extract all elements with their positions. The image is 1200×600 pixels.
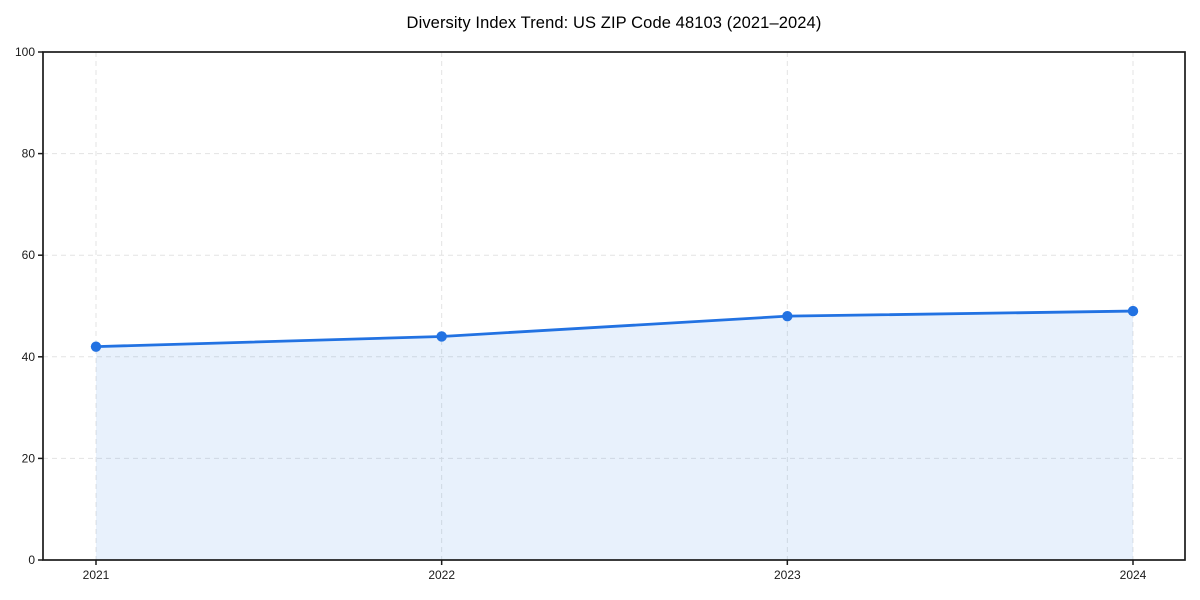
x-tick-label: 2021 (83, 568, 110, 582)
y-tick-label: 0 (28, 553, 35, 567)
y-tick-label: 20 (22, 451, 36, 465)
x-tick-label: 2022 (428, 568, 455, 582)
area-fill (96, 311, 1133, 560)
y-tick-label: 80 (22, 147, 36, 161)
data-point-2022 (436, 331, 447, 342)
y-tick-label: 40 (22, 350, 36, 364)
y-tick-label: 60 (22, 248, 36, 262)
trend-line (94, 309, 1135, 349)
y-tick-label: 100 (15, 45, 35, 59)
data-point-2023 (782, 310, 793, 322)
data-point-2024 (1127, 305, 1139, 317)
data-point-2021 (90, 341, 102, 352)
x-tick-label: 2024 (1120, 568, 1147, 582)
axis-spines (42, 51, 1186, 561)
x-tick-label: 2023 (774, 568, 801, 582)
chart-title: Diversity Index Trend: US ZIP Code 48103… (406, 14, 822, 32)
